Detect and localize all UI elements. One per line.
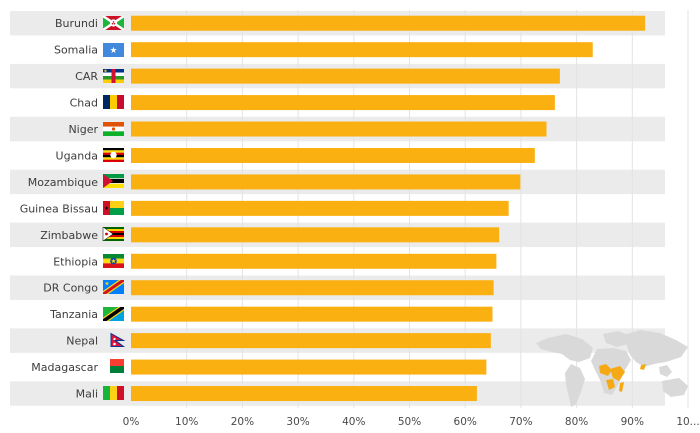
somalia-flag-icon bbox=[103, 43, 124, 57]
bar bbox=[131, 121, 547, 137]
bar bbox=[131, 95, 555, 111]
bar bbox=[131, 333, 491, 349]
x-tick-label: 10... bbox=[676, 416, 699, 428]
burundi-flag-icon bbox=[103, 16, 124, 30]
x-tick-label: 80% bbox=[565, 416, 588, 428]
x-tick-label: 60% bbox=[454, 416, 477, 428]
dr-congo-flag-icon bbox=[103, 280, 124, 294]
world-map-icon bbox=[536, 330, 688, 407]
zimbabwe-flag-icon bbox=[102, 226, 124, 242]
x-tick-label: 90% bbox=[621, 416, 644, 428]
mali-flag-icon bbox=[103, 386, 124, 400]
x-tick-label: 70% bbox=[509, 416, 532, 428]
x-tick-label: 0% bbox=[123, 416, 140, 428]
x-tick-label: 20% bbox=[231, 416, 254, 428]
category-label: DR Congo bbox=[43, 282, 98, 295]
category-label: Guinea Bissau bbox=[20, 202, 98, 215]
guinea-bissau-flag-icon bbox=[103, 201, 124, 215]
category-label: Chad bbox=[70, 97, 98, 110]
nepal-flag-icon bbox=[110, 332, 126, 347]
category-label: Mali bbox=[76, 388, 98, 401]
bar bbox=[131, 174, 521, 190]
bar bbox=[131, 15, 646, 31]
category-label: Uganda bbox=[56, 149, 98, 162]
bar bbox=[131, 280, 494, 296]
bar bbox=[131, 306, 493, 322]
category-label: Somalia bbox=[54, 44, 98, 57]
category-label: Madagascar bbox=[31, 361, 98, 374]
category-label: Ethiopia bbox=[53, 255, 98, 268]
bar bbox=[131, 200, 509, 216]
category-label: Niger bbox=[68, 123, 98, 136]
x-tick-label: 50% bbox=[398, 416, 421, 428]
car-flag-icon bbox=[103, 69, 124, 83]
x-tick-label: 40% bbox=[342, 416, 365, 428]
category-label: CAR bbox=[75, 70, 98, 83]
tanzania-flag-icon bbox=[103, 307, 124, 321]
category-label: Tanzania bbox=[49, 308, 98, 321]
category-label: Burundi bbox=[55, 17, 98, 30]
bar bbox=[131, 227, 500, 243]
bars bbox=[131, 15, 646, 402]
bar bbox=[131, 253, 497, 269]
bar bbox=[131, 386, 477, 402]
chad-flag-icon bbox=[103, 95, 124, 109]
flags bbox=[102, 16, 126, 400]
bar bbox=[131, 68, 560, 84]
x-axis-tick-labels: 0% 10% 20% 30% 40% 50% 60% 70% 80% 90% 10... bbox=[123, 416, 700, 428]
uganda-flag-icon bbox=[103, 148, 124, 162]
bar bbox=[131, 147, 535, 163]
category-label: Mozambique bbox=[28, 176, 98, 189]
category-label: Zimbabwe bbox=[40, 229, 98, 242]
madagascar-flag-icon bbox=[103, 359, 124, 373]
bar bbox=[131, 359, 487, 375]
category-label: Nepal bbox=[66, 335, 98, 348]
category-labels: Burundi Somalia CAR Chad Niger Uganda Mozambiq… bbox=[20, 17, 99, 400]
mozambique-flag-icon bbox=[103, 174, 124, 188]
bar bbox=[131, 42, 593, 58]
ethiopia-flag-icon bbox=[103, 254, 124, 268]
x-tick-label: 30% bbox=[286, 416, 309, 428]
niger-flag-icon bbox=[103, 122, 124, 136]
x-tick-label: 10% bbox=[175, 416, 198, 428]
